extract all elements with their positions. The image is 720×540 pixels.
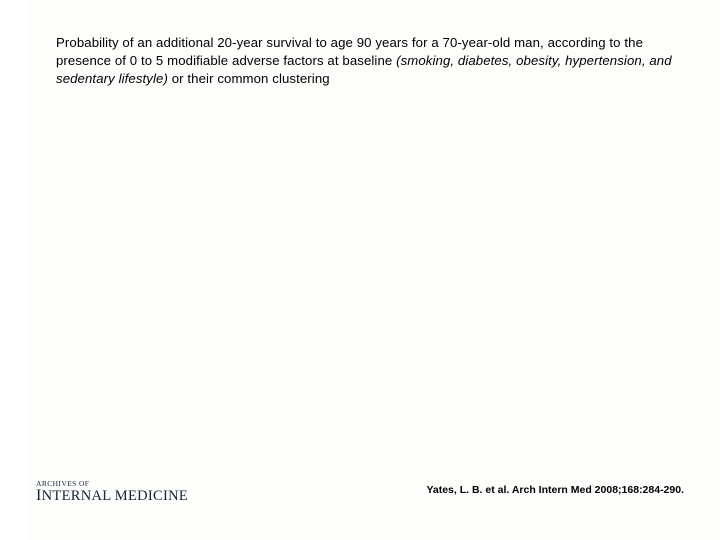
- logo-bottom-line: INTERNAL MEDICINE: [36, 488, 188, 504]
- slide-title: Probability of an additional 20-year sur…: [56, 34, 676, 87]
- logo-rest: NTERNAL MEDICINE: [42, 488, 188, 504]
- title-part2: or their common clustering: [168, 71, 330, 86]
- left-margin-bar: [0, 0, 28, 540]
- journal-logo: ARCHIVES OF INTERNAL MEDICINE: [36, 480, 188, 505]
- citation-text: Yates, L. B. et al. Arch Intern Med 2008…: [426, 484, 684, 496]
- logo-top-line: ARCHIVES OF: [36, 480, 188, 488]
